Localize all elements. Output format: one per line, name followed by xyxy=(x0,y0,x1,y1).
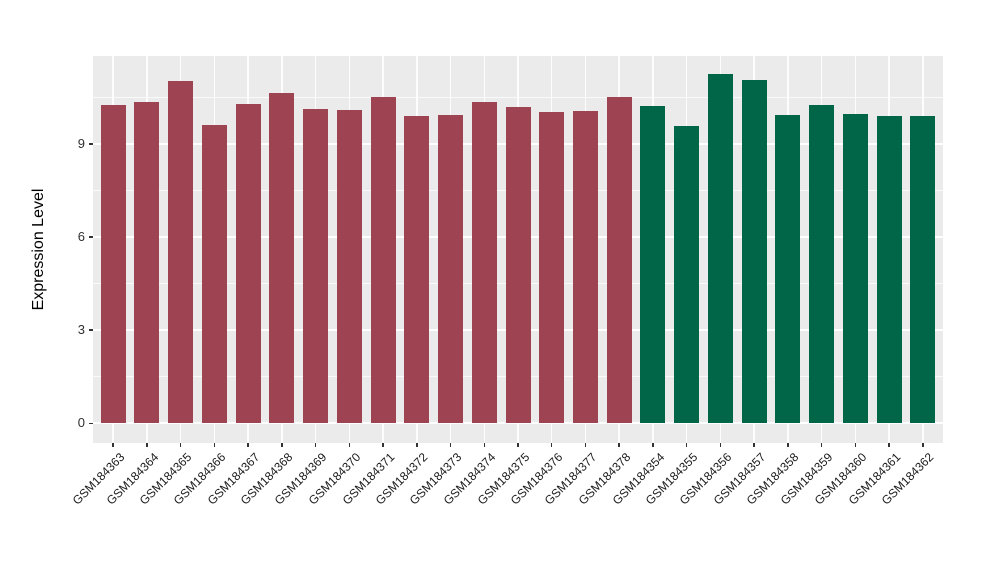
x-tick-mark xyxy=(888,443,890,447)
y-tick-label: 6 xyxy=(77,228,85,244)
bar xyxy=(168,81,194,424)
bar xyxy=(775,115,801,424)
bar xyxy=(336,110,362,424)
bar xyxy=(640,105,666,424)
x-tick-mark xyxy=(719,443,722,447)
x-tick-mark xyxy=(281,443,283,447)
x-tick-mark xyxy=(922,443,924,447)
x-tick-mark xyxy=(652,443,654,447)
y-tick-mark xyxy=(89,236,93,238)
x-tick-mark xyxy=(348,443,351,447)
y-tick-label: 9 xyxy=(77,135,85,151)
x-tick-mark xyxy=(618,443,620,447)
y-tick-mark xyxy=(89,143,93,145)
bar xyxy=(707,74,733,424)
bar xyxy=(910,115,936,424)
bar xyxy=(572,110,598,424)
bar xyxy=(404,116,430,424)
x-tick-mark xyxy=(787,443,789,447)
x-tick-mark xyxy=(820,443,823,447)
y-tick-label: 0 xyxy=(77,415,85,431)
bar xyxy=(134,102,160,424)
x-tick-mark xyxy=(416,443,418,447)
bar xyxy=(842,113,868,424)
x-tick-mark xyxy=(854,443,857,447)
x-tick-mark xyxy=(685,443,688,447)
y-tick-mark xyxy=(89,329,93,331)
bar xyxy=(370,97,396,424)
x-tick-mark xyxy=(483,443,486,447)
bar xyxy=(438,114,464,424)
x-tick-mark xyxy=(314,443,317,447)
bar xyxy=(606,97,632,424)
y-tick-label: 3 xyxy=(77,322,85,338)
bar xyxy=(201,125,227,424)
y-tick-mark xyxy=(89,422,93,425)
x-tick-mark xyxy=(112,443,114,447)
x-tick-mark xyxy=(550,443,553,447)
bar xyxy=(505,107,531,424)
bar xyxy=(674,126,700,424)
x-tick-mark xyxy=(753,443,755,447)
plot-panel xyxy=(93,56,943,443)
bar xyxy=(303,108,329,424)
bar xyxy=(876,116,902,424)
x-tick-mark xyxy=(517,443,519,447)
x-tick-mark xyxy=(213,443,216,447)
x-tick-mark xyxy=(179,443,182,447)
x-tick-mark xyxy=(449,443,452,447)
x-tick-mark xyxy=(146,443,148,447)
bar xyxy=(809,104,835,424)
bar xyxy=(269,92,295,424)
x-tick-mark xyxy=(584,443,587,447)
bar xyxy=(741,80,767,424)
bar xyxy=(471,102,497,424)
x-tick-mark xyxy=(247,443,249,447)
bar xyxy=(235,104,261,424)
x-tick-mark xyxy=(382,443,384,447)
bar xyxy=(100,104,126,424)
bar xyxy=(539,112,565,424)
y-axis-title: Expression Level xyxy=(30,188,47,311)
